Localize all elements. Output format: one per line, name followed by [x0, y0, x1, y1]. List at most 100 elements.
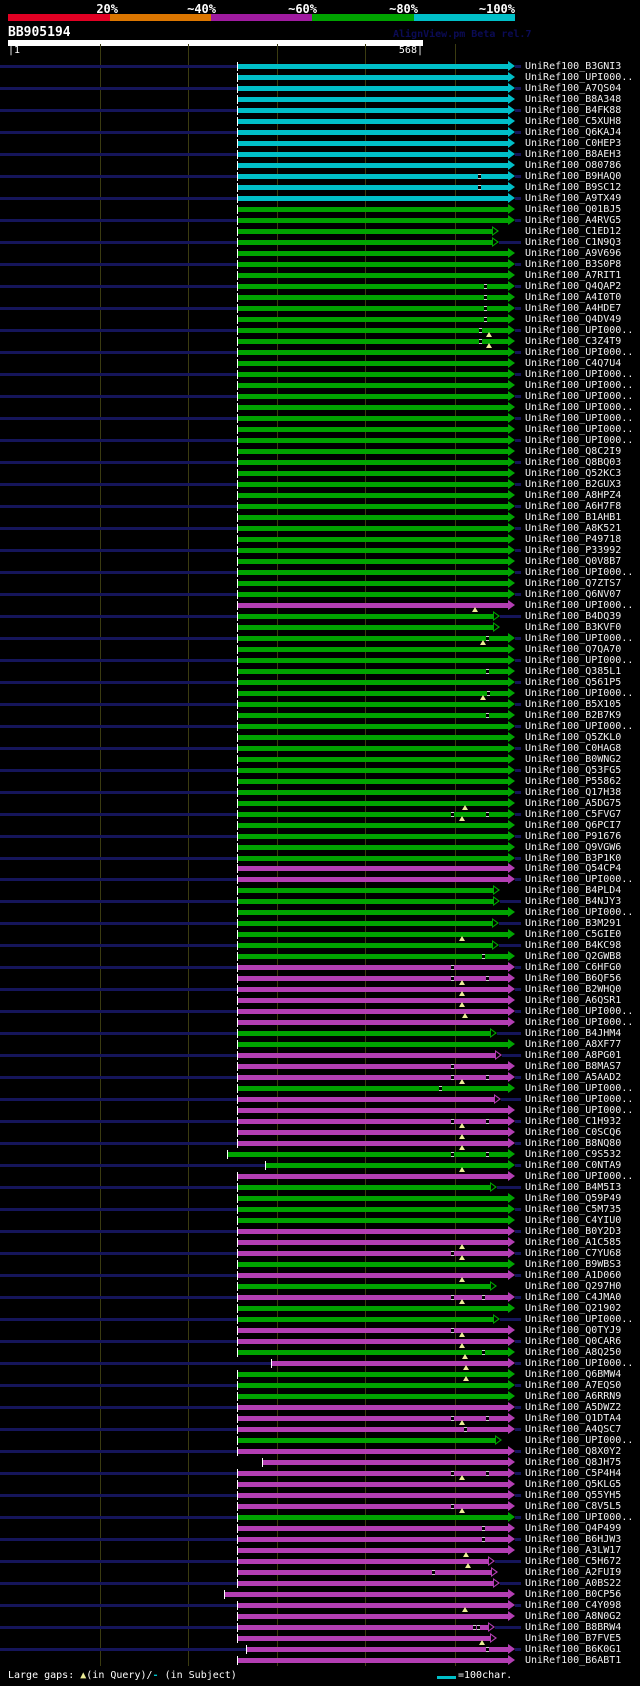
hit-label[interactable]: UniRef100_B0WNG2	[525, 754, 622, 765]
hit-label[interactable]: UniRef100_Q59P49	[525, 1193, 622, 1204]
hit-label[interactable]: UniRef100_Q561P5	[525, 677, 622, 688]
hit-label[interactable]: UniRef100_B8NQ80	[525, 1138, 622, 1149]
hit-label[interactable]: UniRef100_C0HAG8	[525, 743, 622, 754]
hit-label[interactable]: UniRef100_UPI000..	[525, 347, 634, 358]
hit-label[interactable]: UniRef100_UPI000..	[525, 1358, 634, 1369]
hit-label[interactable]: UniRef100_UPI000..	[525, 1105, 634, 1116]
hit-label[interactable]: UniRef100_A6RRN9	[525, 1391, 622, 1402]
hit-label[interactable]: UniRef100_A7EQS0	[525, 1380, 622, 1391]
hit-label[interactable]: UniRef100_B7FVE5	[525, 1633, 622, 1644]
hit-label[interactable]: UniRef100_A8Q250	[525, 1347, 622, 1358]
hit-label[interactable]: UniRef100_Q385L1	[525, 666, 622, 677]
hit-label[interactable]: UniRef100_C1H932	[525, 1116, 622, 1127]
hit-label[interactable]: UniRef100_A7QS04	[525, 83, 622, 94]
hit-label[interactable]: UniRef100_B8A348	[525, 94, 622, 105]
hit-label[interactable]: UniRef100_C4JMA0	[525, 1292, 622, 1303]
hit-label[interactable]: UniRef100_UPI000..	[525, 1083, 634, 1094]
hit-label[interactable]: UniRef100_A9V696	[525, 248, 622, 259]
hit-label[interactable]: UniRef100_C6HFG0	[525, 962, 622, 973]
hit-label[interactable]: UniRef100_UPI000..	[525, 1512, 634, 1523]
hit-label[interactable]: UniRef100_A7RIT1	[525, 270, 622, 281]
hit-label[interactable]: UniRef100_Q6PCI7	[525, 820, 622, 831]
hit-label[interactable]: UniRef100_B3GNI3	[525, 61, 622, 72]
hit-label[interactable]: UniRef100_B2GUX3	[525, 479, 622, 490]
hit-label[interactable]: UniRef100_UPI000..	[525, 655, 634, 666]
hit-label[interactable]: UniRef100_Q8BQ03	[525, 457, 622, 468]
hit-label[interactable]: UniRef100_Q54CP4	[525, 863, 622, 874]
hit-label[interactable]: UniRef100_Q4P499	[525, 1523, 622, 1534]
hit-label[interactable]: UniRef100_B2WHQ0	[525, 984, 622, 995]
hit-label[interactable]: UniRef100_UPI000..	[525, 72, 634, 83]
hit-label[interactable]: UniRef100_C0NTA9	[525, 1160, 622, 1171]
hit-label[interactable]: UniRef100_A5DWZ2	[525, 1402, 622, 1413]
hit-label[interactable]: UniRef100_B4NJY3	[525, 896, 622, 907]
hit-label[interactable]: UniRef100_P33992	[525, 545, 622, 556]
hit-label[interactable]: UniRef100_UPI000..	[525, 424, 634, 435]
hit-label[interactable]: UniRef100_C7YU68	[525, 1248, 622, 1259]
hit-label[interactable]: UniRef100_C4Q7U4	[525, 358, 622, 369]
hit-label[interactable]: UniRef100_B4KC98	[525, 940, 622, 951]
hit-label[interactable]: UniRef100_UPI000..	[525, 1017, 634, 1028]
hit-label[interactable]: UniRef100_UPI000..	[525, 600, 634, 611]
hit-label[interactable]: UniRef100_Q8JH75	[525, 1457, 622, 1468]
hit-label[interactable]: UniRef100_C0SCQ6	[525, 1127, 622, 1138]
hit-label[interactable]: UniRef100_B4M5I3	[525, 1182, 622, 1193]
hit-label[interactable]: UniRef100_B9WBS3	[525, 1259, 622, 1270]
hit-label[interactable]: UniRef100_A8XF77	[525, 1039, 622, 1050]
hit-label[interactable]: UniRef100_A4QSC7	[525, 1424, 622, 1435]
hit-label[interactable]: UniRef100_Q7ZTS7	[525, 578, 622, 589]
hit-label[interactable]: UniRef100_UPI000..	[525, 1435, 634, 1446]
hit-label[interactable]: UniRef100_O80786	[525, 160, 622, 171]
hit-label[interactable]: UniRef100_B6ABT1	[525, 1655, 622, 1666]
hit-label[interactable]: UniRef100_A4RVG5	[525, 215, 622, 226]
hit-label[interactable]: UniRef100_B4DQ39	[525, 611, 622, 622]
hit-label[interactable]: UniRef100_Q01BJ5	[525, 204, 622, 215]
hit-label[interactable]: UniRef100_A5AAD2	[525, 1072, 622, 1083]
hit-label[interactable]: UniRef100_Q8X0Y2	[525, 1446, 622, 1457]
hit-label[interactable]: UniRef100_P55862	[525, 776, 622, 787]
hit-label[interactable]: UniRef100_B5X105	[525, 699, 622, 710]
hit-label[interactable]: UniRef100_UPI000..	[525, 874, 634, 885]
hit-label[interactable]: UniRef100_A6H7F8	[525, 501, 622, 512]
hit-label[interactable]: UniRef100_B6QF56	[525, 973, 622, 984]
hit-label[interactable]: UniRef100_UPI000..	[525, 369, 634, 380]
hit-label[interactable]: UniRef100_Q4QAP2	[525, 281, 622, 292]
hit-label[interactable]: UniRef100_UPI000..	[525, 688, 634, 699]
hit-label[interactable]: UniRef100_P49718	[525, 534, 622, 545]
hit-label[interactable]: UniRef100_B3S0P8	[525, 259, 622, 270]
hit-label[interactable]: UniRef100_B8MAS7	[525, 1061, 622, 1072]
hit-label[interactable]: UniRef100_B0CP56	[525, 1589, 622, 1600]
hit-label[interactable]: UniRef100_C0HEP3	[525, 138, 622, 149]
hit-label[interactable]: UniRef100_B4FK88	[525, 105, 622, 116]
hit-label[interactable]: UniRef100_Q6NV07	[525, 589, 622, 600]
hit-label[interactable]: UniRef100_Q4DV49	[525, 314, 622, 325]
hit-label[interactable]: UniRef100_C1N9Q3	[525, 237, 622, 248]
hit-label[interactable]: UniRef100_B8BRW4	[525, 1622, 622, 1633]
hit-label[interactable]: UniRef100_Q52KC3	[525, 468, 622, 479]
hit-label[interactable]: UniRef100_Q0CAR6	[525, 1336, 622, 1347]
hit-label[interactable]: UniRef100_C5H672	[525, 1556, 622, 1567]
hit-label[interactable]: UniRef100_Q5ZKL0	[525, 732, 622, 743]
hit-label[interactable]: UniRef100_B1AHB1	[525, 512, 622, 523]
hit-label[interactable]: UniRef100_B9SC12	[525, 182, 622, 193]
hit-label[interactable]: UniRef100_A4HDE7	[525, 303, 622, 314]
hit-label[interactable]: UniRef100_UPI000..	[525, 907, 634, 918]
hit-label[interactable]: UniRef100_UPI000..	[525, 391, 634, 402]
hit-label[interactable]: UniRef100_A8N0G2	[525, 1611, 622, 1622]
hit-label[interactable]: UniRef100_B6HJW3	[525, 1534, 622, 1545]
hit-label[interactable]: UniRef100_A8PG01	[525, 1050, 622, 1061]
hit-label[interactable]: UniRef100_C5P4H4	[525, 1468, 622, 1479]
hit-label[interactable]: UniRef100_Q7QA70	[525, 644, 622, 655]
hit-label[interactable]: UniRef100_C1ED12	[525, 226, 622, 237]
hit-label[interactable]: UniRef100_UPI000..	[525, 1094, 634, 1105]
hit-label[interactable]: UniRef100_Q55YH5	[525, 1490, 622, 1501]
hit-label[interactable]: UniRef100_Q53FG5	[525, 765, 622, 776]
hit-label[interactable]: UniRef100_B6K0G1	[525, 1644, 622, 1655]
hit-label[interactable]: UniRef100_Q5KLG5	[525, 1479, 622, 1490]
hit-label[interactable]: UniRef100_UPI000..	[525, 1006, 634, 1017]
hit-label[interactable]: UniRef100_C5XUH8	[525, 116, 622, 127]
hit-label[interactable]: UniRef100_C4YIU0	[525, 1215, 622, 1226]
hit-label[interactable]: UniRef100_C8V5L5	[525, 1501, 622, 1512]
hit-label[interactable]: UniRef100_Q297H0	[525, 1281, 622, 1292]
hit-label[interactable]: UniRef100_A6QSR1	[525, 995, 622, 1006]
